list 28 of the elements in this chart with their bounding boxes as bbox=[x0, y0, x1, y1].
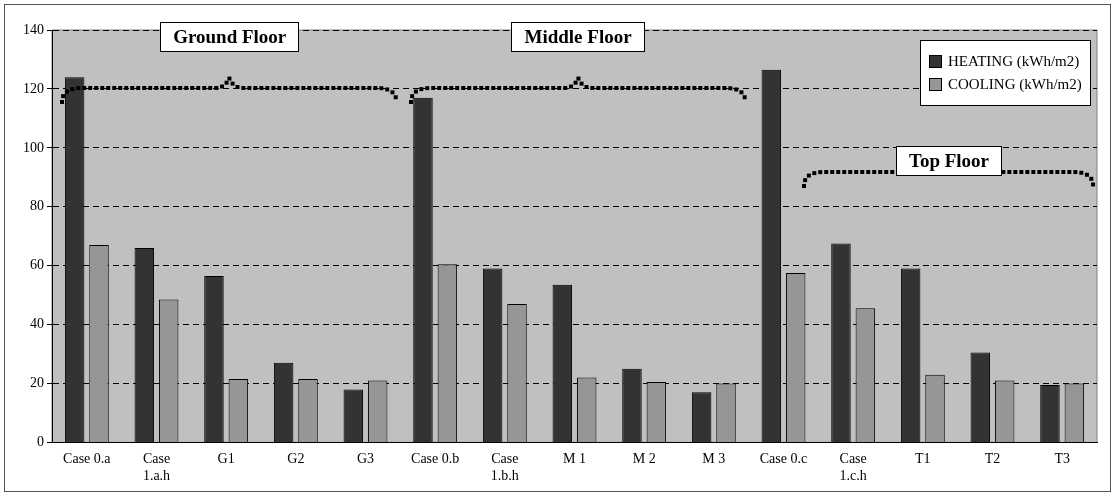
x-tick-label: Case 0.a bbox=[63, 451, 112, 467]
annotation: Middle Floor bbox=[511, 22, 645, 52]
x-tick-label: Case 1.c.h bbox=[839, 451, 867, 484]
y-tick-label: 40 bbox=[30, 316, 44, 332]
x-tick-label: M 3 bbox=[702, 451, 726, 467]
x-tick-label: G1 bbox=[217, 451, 235, 467]
x-tick-label: Case 1.b.h bbox=[490, 451, 519, 484]
x-tick-label: G2 bbox=[287, 451, 305, 467]
legend-label: HEATING (kWh/m2) bbox=[948, 53, 1080, 70]
y-tick-label: 60 bbox=[30, 257, 44, 273]
x-tick-label: Case 1.a.h bbox=[142, 451, 171, 484]
annotation: Ground Floor bbox=[160, 22, 300, 52]
y-tick-label: 100 bbox=[23, 139, 44, 155]
x-tick-label: Case 0.b bbox=[411, 451, 460, 467]
x-tick-label: G3 bbox=[356, 451, 375, 467]
x-tick-label: T3 bbox=[1054, 451, 1070, 467]
x-tick-label: Case 0.c bbox=[759, 451, 808, 467]
y-tick-label: 140 bbox=[23, 21, 44, 37]
x-tick-label: T1 bbox=[915, 451, 931, 467]
y-tick-label: 120 bbox=[23, 80, 44, 96]
legend-label: COOLING (kWh/m2) bbox=[948, 76, 1082, 93]
annotation: Top Floor bbox=[895, 146, 1003, 176]
y-tick-label: 0 bbox=[37, 434, 44, 450]
x-tick-label: T2 bbox=[984, 451, 1001, 467]
y-tick-label: 80 bbox=[30, 198, 44, 214]
x-tick-label: M 1 bbox=[563, 451, 586, 467]
x-tick-label: M 2 bbox=[632, 451, 656, 467]
y-tick-label: 20 bbox=[30, 375, 44, 391]
